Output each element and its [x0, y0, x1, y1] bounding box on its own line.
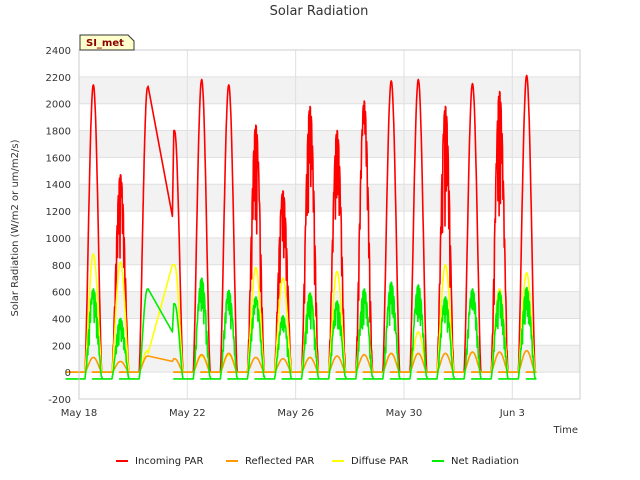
background-band	[79, 130, 580, 158]
x-tick-label: May 22	[169, 408, 206, 419]
legend: Incoming PAR Reflected PAR Diffuse PAR N…	[116, 456, 519, 467]
legend-label-net: Net Radiation	[451, 456, 519, 467]
badge-text: SI_met	[86, 38, 124, 49]
background-band	[79, 76, 580, 104]
y-tick-label: 1600	[46, 153, 71, 164]
y-tick-label: 2000	[46, 100, 71, 111]
legend-item-reflected: Reflected PAR	[226, 456, 314, 467]
station-badge: SI_met	[79, 34, 135, 51]
y-tick-label: 800	[52, 261, 71, 272]
y-tick-label: -200	[48, 395, 71, 406]
background-band	[79, 237, 580, 265]
y-tick-label: 2400	[46, 46, 71, 57]
legend-label-incoming: Incoming PAR	[135, 456, 204, 467]
legend-item-diffuse: Diffuse PAR	[332, 456, 408, 467]
y-tick-label: 400	[52, 314, 71, 325]
x-tick-label: May 18	[61, 408, 98, 419]
y-axis-ticks: -200 0 200 400 600 800 1000 1200 1400 1600 1800 200…	[46, 46, 71, 406]
x-tick-label: May 30	[386, 408, 423, 419]
badge-box	[79, 34, 135, 51]
y-tick-label: 0	[65, 368, 71, 379]
legend-label-reflected: Reflected PAR	[245, 456, 314, 467]
plot-frame	[78, 49, 581, 400]
x-axis-ticks: May 18 May 22 May 26 May 30 Jun 3	[61, 408, 525, 419]
y-tick-label: 2200	[46, 73, 71, 84]
x-tick-label: May 26	[277, 408, 314, 419]
legend-item-net: Net Radiation	[432, 456, 519, 467]
x-tick-label: Jun 3	[499, 408, 525, 419]
y-axis-label: Solar Radiation (W/m2 or um/m2/s)	[10, 139, 21, 316]
y-tick-label: 1200	[46, 207, 71, 218]
series-layer	[65, 74, 537, 380]
legend-item-incoming: Incoming PAR	[116, 456, 204, 467]
chart-title: Solar Radiation	[270, 4, 369, 19]
background-band	[79, 291, 580, 319]
series-line-incoming	[65, 74, 537, 373]
series-line-net	[65, 277, 537, 380]
y-tick-label: 200	[52, 341, 71, 352]
y-tick-label: 1800	[46, 127, 71, 138]
background-band	[79, 184, 580, 212]
y-tick-label: 1000	[46, 234, 71, 245]
y-tick-label: 600	[52, 288, 71, 299]
legend-label-diffuse: Diffuse PAR	[351, 456, 408, 467]
x-axis-label: Time	[553, 425, 578, 436]
y-tick-label: 1400	[46, 180, 71, 191]
